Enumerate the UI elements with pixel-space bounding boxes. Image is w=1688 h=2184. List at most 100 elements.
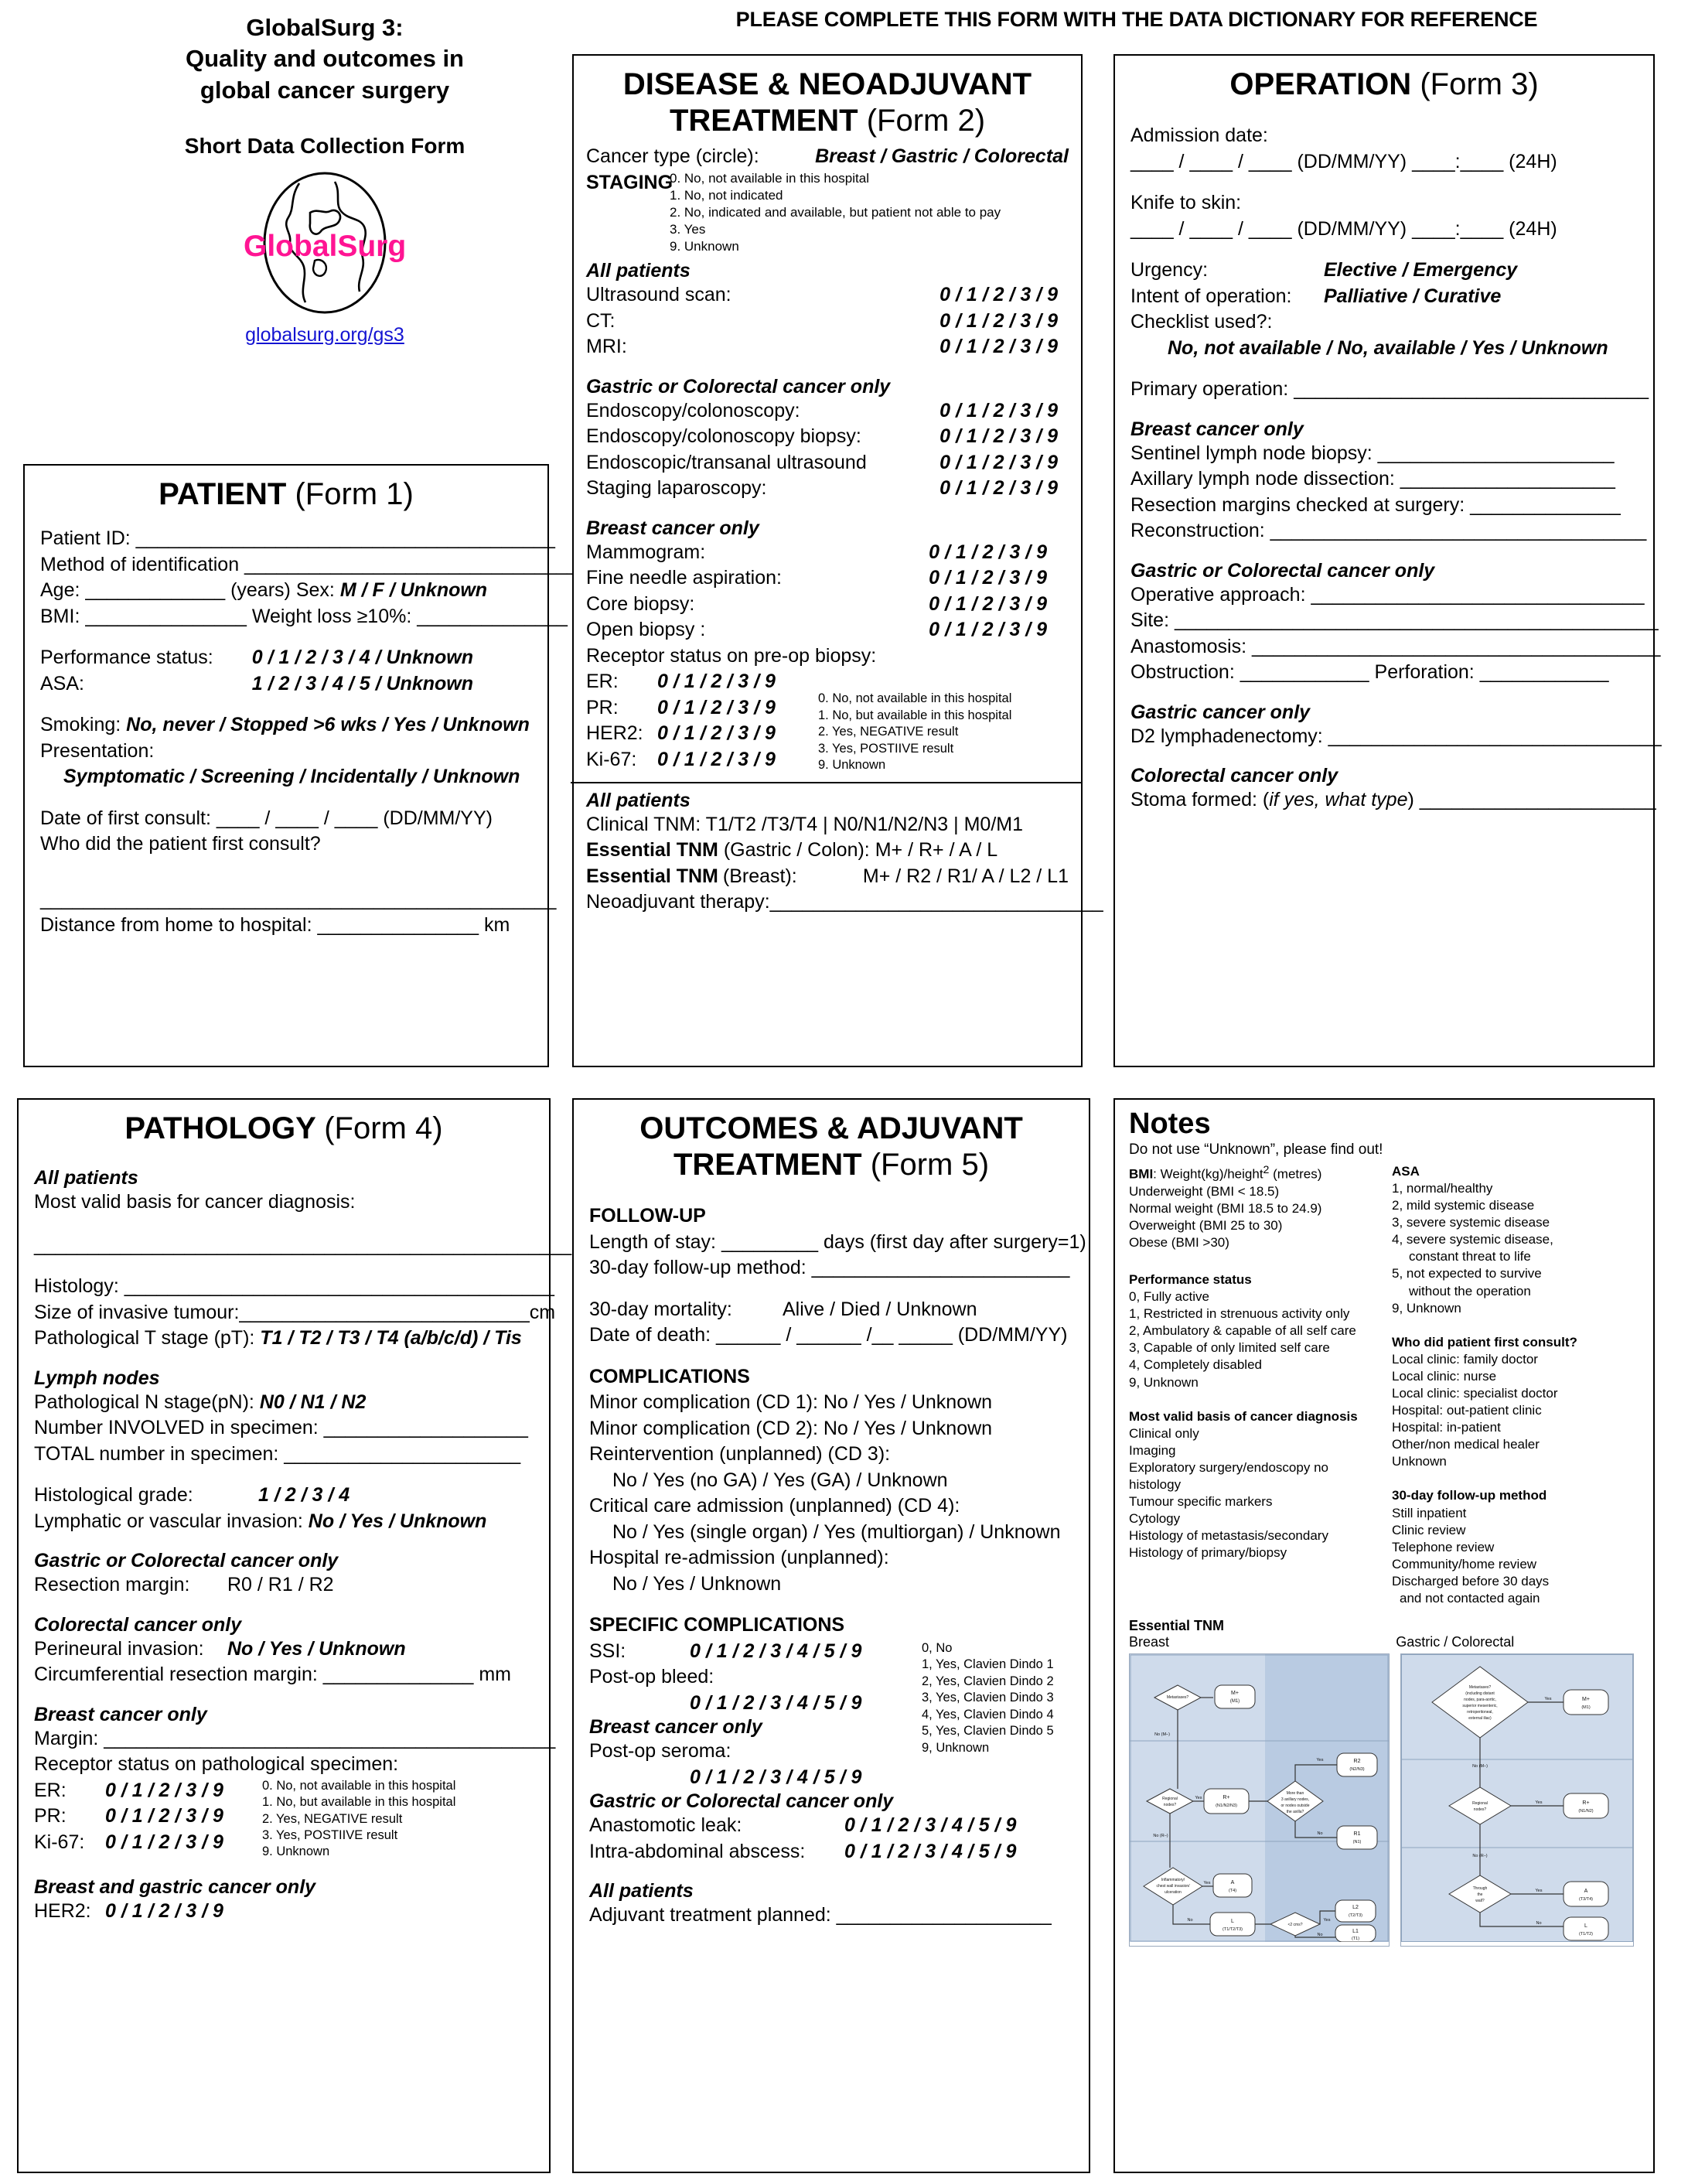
endoscopy-options[interactable]: 0 / 1 / 2 / 3 / 9 — [939, 399, 1058, 421]
weight-loss-field[interactable]: Weight loss ≥10%: ______________ — [251, 605, 568, 627]
bmi-field[interactable]: BMI: _______________ — [40, 605, 247, 627]
path-er-row: ER: 0 / 1 / 2 / 3 / 9 — [34, 1778, 262, 1804]
adjuvant-treatment-field[interactable]: Adjuvant treatment planned: ____________… — [589, 1904, 1052, 1926]
d2-lymphadenectomy-field[interactable]: D2 lymphadenectomy: ____________________… — [1130, 725, 1662, 747]
consult-item: Other/non medical healer — [1392, 1437, 1540, 1452]
path-ki67-options[interactable]: 0 / 1 / 2 / 3 / 9 — [105, 1831, 223, 1853]
tumour-size-field[interactable]: Size of invasive tumour:________________… — [34, 1301, 556, 1323]
critical-care-options[interactable]: No / Yes (single organ) / Yes (multiorga… — [612, 1520, 1061, 1543]
pn-stage-options[interactable]: N0 / N1 / N2 — [259, 1391, 367, 1413]
basis-diagnosis-label: Most valid basis for cancer diagnosis: — [34, 1191, 356, 1213]
ki67-row: Ki-67: 0 / 1 / 2 / 3 / 9 — [586, 747, 818, 773]
primary-operation-field[interactable]: Primary operation: _____________________… — [1130, 378, 1649, 401]
reconstruction-field[interactable]: Reconstruction: ________________________… — [1130, 520, 1647, 542]
core-biopsy-options[interactable]: 0 / 1 / 2 / 3 / 9 — [929, 592, 1047, 615]
fna-label: Fine needle aspiration: — [586, 567, 782, 589]
cancer-type-options[interactable]: Breast / Gastric / Colorectal — [815, 145, 1069, 168]
age-field[interactable]: Age: _____________ — [40, 579, 226, 602]
bmi-item: Obese (BMI >30) — [1129, 1234, 1229, 1250]
pr-options[interactable]: 0 / 1 / 2 / 3 / 9 — [657, 696, 776, 718]
nodes-total-field[interactable]: TOTAL number in specimen: ______________… — [34, 1442, 521, 1465]
patient-id-field[interactable]: Patient ID: ____________________________… — [40, 527, 555, 550]
ct-options[interactable]: 0 / 1 / 2 / 3 / 9 — [939, 309, 1058, 332]
intent-options[interactable]: Palliative / Curative — [1324, 285, 1502, 307]
pt-stage-options[interactable]: T1 / T2 / T3 / T4 (a/b/c/d) / Tis — [260, 1327, 522, 1350]
obstruction-perforation-field[interactable]: Obstruction: ____________ Perforation: _… — [1130, 661, 1609, 684]
presentation-options[interactable]: Symptomatic / Screening / Incidentally /… — [63, 766, 520, 788]
lvi-options[interactable]: No / Yes / Unknown — [308, 1510, 487, 1532]
smoking-options[interactable]: No, never / Stopped >6 wks / Yes / Unkno… — [126, 714, 530, 736]
essential-tnm-gastric-options[interactable]: M+ / R+ / A / L — [875, 839, 998, 862]
axillary-dissection-field[interactable]: Axillary lymph node dissection: ________… — [1130, 468, 1615, 490]
reintervention-options[interactable]: No / Yes (no GA) / Yes (GA) / Unknown — [612, 1469, 948, 1491]
staging-laparoscopy-options[interactable]: 0 / 1 / 2 / 3 / 9 — [939, 477, 1058, 500]
form2-title-line1: DISEASE & NEOADJUVANT — [622, 67, 1032, 101]
er-options[interactable]: 0 / 1 / 2 / 3 / 9 — [657, 671, 776, 693]
date-of-first-consult-field[interactable]: Date of first consult: ____ / ____ / ___… — [40, 807, 493, 829]
path-er-options[interactable]: 0 / 1 / 2 / 3 / 9 — [105, 1779, 223, 1801]
transanal-ultrasound-options[interactable]: 0 / 1 / 2 / 3 / 9 — [939, 451, 1058, 473]
ssi-options[interactable]: 0 / 1 / 2 / 3 / 4 / 5 / 9 — [690, 1640, 862, 1662]
resection-margin-options[interactable]: R0 / R1 / R2 — [227, 1574, 334, 1596]
histological-grade-options[interactable]: 1 / 2 / 3 / 4 — [258, 1484, 350, 1507]
stoma-formed-field[interactable]: Stoma formed: (if yes, what type) ______… — [1130, 787, 1656, 814]
date-of-death-field[interactable]: Date of death: ______ / ______ /__ _____… — [589, 1324, 1068, 1346]
distance-from-home-field[interactable]: Distance from home to hospital: ________… — [40, 914, 510, 937]
svg-text:Regional: Regional — [1162, 1797, 1178, 1801]
mammogram-options[interactable]: 0 / 1 / 2 / 3 / 9 — [929, 541, 1047, 563]
asa-item: constant threat to life — [1409, 1249, 1531, 1264]
lymph-nodes-heading: Lymph nodes — [34, 1367, 160, 1389]
basis-item: Imaging — [1129, 1442, 1176, 1458]
anastomotic-leak-options[interactable]: 0 / 1 / 2 / 3 / 4 / 5 / 9 — [844, 1814, 1017, 1837]
path-her2-options[interactable]: 0 / 1 / 2 / 3 / 9 — [105, 1899, 223, 1922]
ultrasound-options[interactable]: 0 / 1 / 2 / 3 / 9 — [939, 284, 1058, 306]
basis-diagnosis-field[interactable]: ________________________________________… — [34, 1234, 572, 1256]
site-field[interactable]: Site: __________________________________… — [1130, 609, 1659, 632]
seroma-options[interactable]: 0 / 1 / 2 / 3 / 4 / 5 / 9 — [690, 1766, 862, 1788]
breast-margin-field[interactable]: Margin: ________________________________… — [34, 1727, 556, 1749]
who-first-consult-field[interactable]: ________________________________________… — [40, 888, 557, 910]
perineural-options[interactable]: No / Yes / Unknown — [227, 1637, 406, 1660]
neoadjuvant-therapy-field[interactable]: Neoadjuvant therapy:____________________… — [586, 891, 1103, 913]
nodes-involved-field[interactable]: Number INVOLVED in specimen: ___________… — [34, 1417, 528, 1439]
length-of-stay-field[interactable]: Length of stay: _________ days (first da… — [589, 1230, 1086, 1253]
resection-margins-field[interactable]: Resection margins checked at surgery: __… — [1130, 493, 1621, 516]
readmission-options[interactable]: No / Yes / Unknown — [612, 1572, 782, 1595]
essential-tnm-breast-options[interactable]: M+ / R2 / R1/ A / L2 / L1 — [862, 865, 1069, 887]
ki67-options[interactable]: 0 / 1 / 2 / 3 / 9 — [657, 748, 776, 770]
receptor-block: ER: 0 / 1 / 2 / 3 / 9 PR: 0 / 1 / 2 / 3 … — [586, 669, 1069, 773]
sex-options[interactable]: M / F / Unknown — [339, 579, 488, 602]
notes-asa-heading: ASA — [1392, 1163, 1420, 1179]
clinical-tnm-options[interactable]: T1/T2 /T3/T4 | N0/N1/N2/N3 | M0/M1 — [705, 813, 1023, 835]
postop-bleed-options[interactable]: 0 / 1 / 2 / 3 / 4 / 5 / 9 — [690, 1691, 862, 1714]
her2-options[interactable]: 0 / 1 / 2 / 3 / 9 — [657, 722, 776, 745]
admission-date-field[interactable]: ____ / ____ / ____ (DD/MM/YY) ____:____ … — [1130, 150, 1557, 172]
histology-field[interactable]: Histology: _____________________________… — [34, 1275, 554, 1298]
minor-cd2-options[interactable]: No / Yes / Unknown — [823, 1417, 993, 1439]
followup-method-field[interactable]: 30-day follow-up method: _______________… — [589, 1257, 1070, 1279]
knife-to-skin-field[interactable]: ____ / ____ / ____ (DD/MM/YY) ____:____ … — [1130, 217, 1557, 240]
stoma-post: ) ______________________ — [1407, 789, 1656, 811]
method-of-identification-field[interactable]: Method of identification _______________… — [40, 553, 578, 575]
svg-text:nodes, para-aortic,: nodes, para-aortic, — [1464, 1698, 1496, 1702]
open-biopsy-options[interactable]: 0 / 1 / 2 / 3 / 9 — [929, 619, 1047, 641]
operative-approach-field[interactable]: Operative approach: ____________________… — [1130, 583, 1645, 606]
abscess-options[interactable]: 0 / 1 / 2 / 3 / 4 / 5 / 9 — [844, 1840, 1017, 1862]
ct-row: CT: 0 / 1 / 2 / 3 / 9 — [586, 309, 1069, 335]
mri-options[interactable]: 0 / 1 / 2 / 3 / 9 — [939, 336, 1058, 358]
crm-field[interactable]: Circumferential resection margin: ______… — [34, 1664, 511, 1686]
urgency-options[interactable]: Elective / Emergency — [1324, 259, 1518, 282]
performance-status-options[interactable]: 0 / 1 / 2 / 3 / 4 / Unknown — [251, 647, 473, 669]
path-pr-options[interactable]: 0 / 1 / 2 / 3 / 9 — [105, 1805, 223, 1827]
fna-options[interactable]: 0 / 1 / 2 / 3 / 9 — [929, 567, 1047, 589]
asa-options[interactable]: 1 / 2 / 3 / 4 / 5 / Unknown — [251, 672, 473, 694]
svg-text:L1: L1 — [1352, 1929, 1359, 1934]
checklist-options[interactable]: No, not available / No, available / Yes … — [1168, 336, 1608, 359]
anastomosis-field[interactable]: Anastomosis: ___________________________… — [1130, 635, 1661, 657]
mortality-options[interactable]: Alive / Died / Unknown — [783, 1298, 977, 1320]
her2-label: HER2: — [586, 722, 643, 745]
study-url-link[interactable]: globalsurg.org/gs3 — [245, 323, 404, 346]
minor-cd1-options[interactable]: No / Yes / Unknown — [823, 1391, 993, 1414]
endoscopy-biopsy-options[interactable]: 0 / 1 / 2 / 3 / 9 — [939, 425, 1058, 448]
sentinel-node-field[interactable]: Sentinel lymph node biopsy: ____________… — [1130, 442, 1615, 464]
